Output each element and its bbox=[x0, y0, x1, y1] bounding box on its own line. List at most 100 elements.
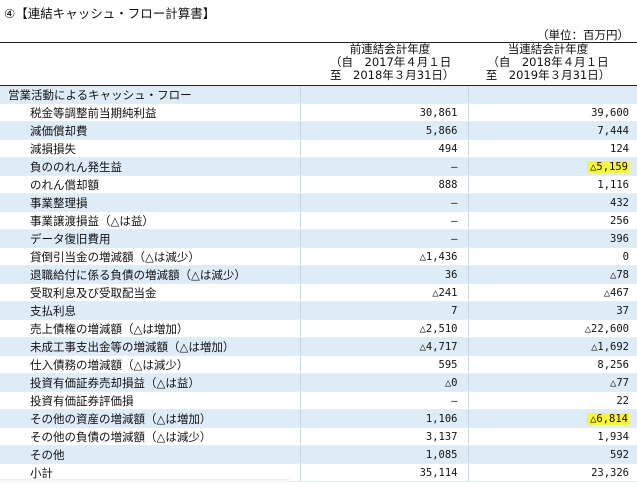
current-year-value: 8,256 bbox=[597, 358, 629, 371]
row-label: 売上債権の増減額（△は増加） bbox=[0, 319, 300, 338]
current-year-value-cell: 432 bbox=[467, 193, 637, 212]
column-header-current-year: 当連結会計年度 （自 2018年４月１日 至 2019年３月31日） bbox=[478, 43, 618, 82]
previous-year-value: △241 bbox=[299, 283, 468, 302]
current-year-value-cell: △77 bbox=[467, 373, 637, 392]
bottom-fade bbox=[0, 479, 290, 484]
previous-year-value: 1,106 bbox=[299, 409, 468, 428]
subtotal-previous-year-value: 35,114 bbox=[299, 463, 468, 482]
column-header-period-from: （自 2018年４月１日 bbox=[487, 55, 609, 69]
statement-title: ④【連結キャッシュ・フロー計算書】 bbox=[4, 6, 216, 21]
header-top-rule bbox=[0, 42, 637, 43]
table-row: 負ののれん発生益 ― △5,159 bbox=[0, 157, 637, 176]
current-year-value: △22,600 bbox=[584, 322, 629, 335]
current-year-value: △5,159 bbox=[587, 160, 629, 173]
current-year-value: 256 bbox=[610, 214, 629, 227]
section-label: 営業活動によるキャッシュ・フロー bbox=[0, 86, 300, 104]
previous-year-value: △1,436 bbox=[299, 247, 468, 266]
empty-cell bbox=[467, 86, 637, 104]
header-bottom-rule bbox=[0, 85, 637, 86]
row-label: その他の負債の増減額（△は減少） bbox=[0, 427, 300, 446]
row-label: 貸倒引当金の増減額（△は減少） bbox=[0, 247, 300, 266]
column-header-previous-year: 前連結会計年度 （自 2017年４月１日 至 2018年３月31日） bbox=[330, 43, 454, 82]
current-year-value-cell: 396 bbox=[467, 229, 637, 248]
previous-year-value: 494 bbox=[299, 139, 468, 158]
row-label: 退職給付に係る負債の増減額（△は減少） bbox=[0, 265, 300, 284]
current-year-value-cell: 1,116 bbox=[467, 175, 637, 194]
table-row: 減損損失 494 124 bbox=[0, 139, 637, 158]
subtotal-current-year-value: 23,326 bbox=[467, 463, 637, 482]
row-label: データ復旧費用 bbox=[0, 229, 300, 248]
table-row: 投資有価証券評価損 ― 22 bbox=[0, 391, 637, 410]
table-row: 減価償却費 5,866 7,444 bbox=[0, 121, 637, 140]
previous-year-value: △2,510 bbox=[299, 319, 468, 338]
current-year-value: △78 bbox=[610, 268, 629, 281]
row-label: 未成工事支出金等の増減額（△は増加） bbox=[0, 337, 300, 356]
previous-year-value: 30,861 bbox=[299, 103, 468, 122]
section-row: 営業活動によるキャッシュ・フロー bbox=[0, 86, 637, 104]
current-year-value-cell: △467 bbox=[467, 283, 637, 302]
current-year-value-cell: 256 bbox=[467, 211, 637, 230]
current-year-value: 432 bbox=[610, 196, 629, 209]
row-label: その他 bbox=[0, 445, 300, 464]
previous-year-value: △0 bbox=[299, 373, 468, 392]
table-row: 支払利息 7 37 bbox=[0, 301, 637, 320]
previous-year-value: 1,085 bbox=[299, 445, 468, 464]
current-year-value: 592 bbox=[610, 448, 629, 461]
row-label: 支払利息 bbox=[0, 301, 300, 320]
previous-year-value: ― bbox=[299, 229, 468, 248]
row-label: 減価償却費 bbox=[0, 121, 300, 140]
row-label: 事業譲渡損益（△は益） bbox=[0, 211, 300, 230]
current-year-value: 7,444 bbox=[597, 124, 629, 137]
current-year-value: 1,934 bbox=[597, 430, 629, 443]
current-year-value: 0 bbox=[622, 250, 629, 263]
current-year-value-cell: 592 bbox=[467, 445, 637, 464]
current-year-value-cell: 37 bbox=[467, 301, 637, 320]
current-year-value-cell: 1,934 bbox=[467, 427, 637, 446]
table-row: 仕入債務の増減額（△は減少） 595 8,256 bbox=[0, 355, 637, 374]
current-year-value-cell: 7,444 bbox=[467, 121, 637, 140]
current-year-value: 22 bbox=[616, 394, 629, 407]
table-row: その他 1,085 592 bbox=[0, 445, 637, 464]
empty-cell bbox=[299, 86, 468, 104]
table-row: 貸倒引当金の増減額（△は減少） △1,436 0 bbox=[0, 247, 637, 266]
column-header-period-to: 至 2019年３月31日） bbox=[485, 68, 611, 82]
previous-year-value: ― bbox=[299, 211, 468, 230]
current-year-value-cell: △78 bbox=[467, 265, 637, 284]
previous-year-value: △4,717 bbox=[299, 337, 468, 356]
current-year-value: 124 bbox=[610, 142, 629, 155]
row-label: 税金等調整前当期純利益 bbox=[0, 103, 300, 122]
row-label: その他の資産の増減額（△は増加） bbox=[0, 409, 300, 428]
row-label: 投資有価証券評価損 bbox=[0, 391, 300, 410]
table-row: 退職給付に係る負債の増減額（△は減少） 36 △78 bbox=[0, 265, 637, 284]
subtotal-label: 小計 bbox=[0, 463, 300, 482]
table-row: 受取利息及び受取配当金 △241 △467 bbox=[0, 283, 637, 302]
previous-year-value: ― bbox=[299, 391, 468, 410]
row-label: 仕入債務の増減額（△は減少） bbox=[0, 355, 300, 374]
table-row: 事業譲渡損益（△は益） ― 256 bbox=[0, 211, 637, 230]
subtotal-row: 小計 35,114 23,326 bbox=[0, 463, 637, 482]
previous-year-value: 7 bbox=[299, 301, 468, 320]
column-header-period-from: （自 2017年４月１日 bbox=[330, 55, 452, 69]
current-year-value-cell: 8,256 bbox=[467, 355, 637, 374]
cash-flow-table-body: 営業活動によるキャッシュ・フロー 税金等調整前当期純利益 30,861 39,600… bbox=[0, 86, 637, 482]
current-year-value-cell: 39,600 bbox=[467, 103, 637, 122]
current-year-value: △77 bbox=[610, 376, 629, 389]
previous-year-value: 595 bbox=[299, 355, 468, 374]
current-year-value: 37 bbox=[616, 304, 629, 317]
previous-year-value: 36 bbox=[299, 265, 468, 284]
current-year-value: △467 bbox=[603, 286, 629, 299]
cash-flow-table: 営業活動によるキャッシュ・フロー 税金等調整前当期純利益 30,861 39,600… bbox=[0, 86, 637, 482]
table-row: のれん償却額 888 1,116 bbox=[0, 175, 637, 194]
table-row: その他の負債の増減額（△は減少） 3,137 1,934 bbox=[0, 427, 637, 446]
unit-label: （単位：百万円） bbox=[537, 28, 629, 42]
table-row: 事業整理損 ― 432 bbox=[0, 193, 637, 212]
column-header-name: 当連結会計年度 bbox=[507, 42, 589, 56]
current-year-value: 39,600 bbox=[591, 106, 629, 119]
table-row: 未成工事支出金等の増減額（△は増加） △4,717 △1,692 bbox=[0, 337, 637, 356]
table-row: 投資有価証券売却損益（△は益） △0 △77 bbox=[0, 373, 637, 392]
current-year-value-cell: △1,692 bbox=[467, 337, 637, 356]
row-label: 投資有価証券売却損益（△は益） bbox=[0, 373, 300, 392]
current-year-value-cell: 124 bbox=[467, 139, 637, 158]
previous-year-value: ― bbox=[299, 193, 468, 212]
previous-year-value: 888 bbox=[299, 175, 468, 194]
